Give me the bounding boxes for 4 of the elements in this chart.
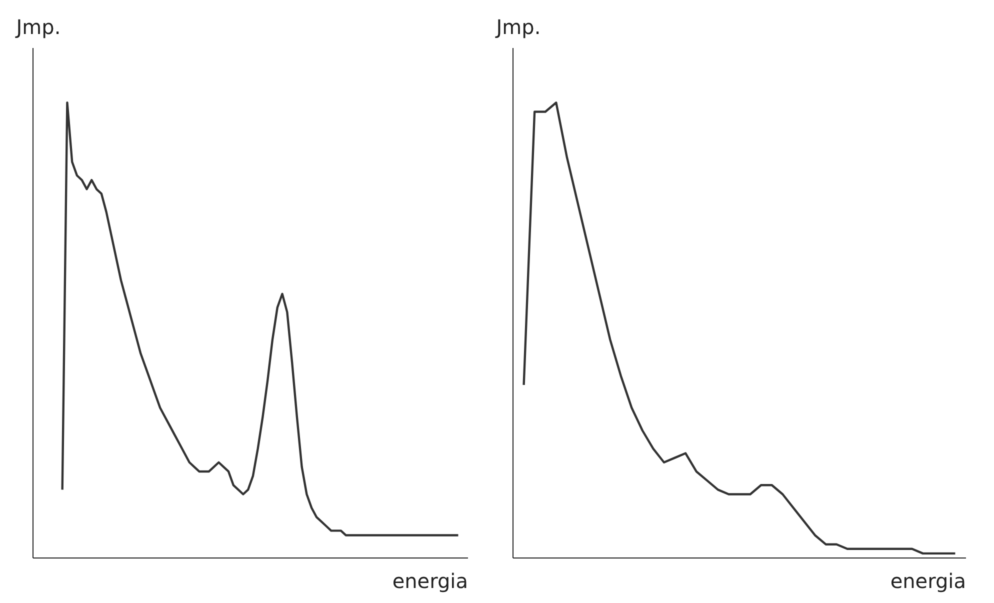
x-axis-title: energia — [890, 569, 966, 593]
y-axis-title: Jmp. — [14, 15, 61, 39]
y-axis-title: Jmp. — [494, 15, 541, 39]
x-axis-title: energia — [392, 569, 468, 593]
